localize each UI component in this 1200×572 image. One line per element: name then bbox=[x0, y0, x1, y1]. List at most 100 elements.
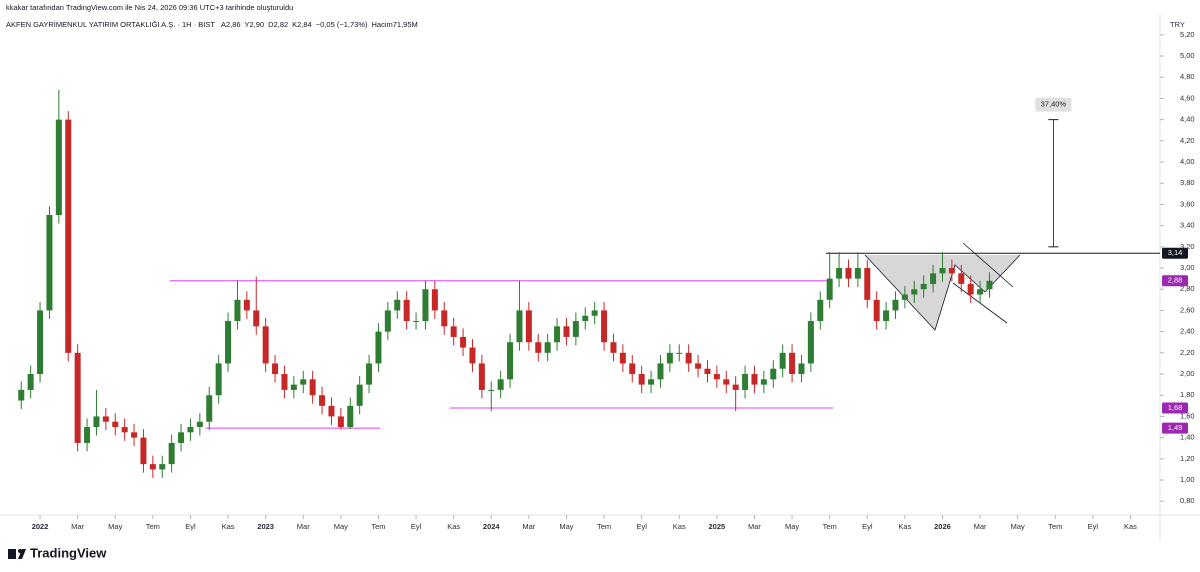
candle-body bbox=[723, 379, 730, 385]
candle-body bbox=[441, 310, 448, 327]
price-badge bbox=[1162, 422, 1188, 434]
candle-body bbox=[225, 321, 232, 364]
candle-body bbox=[535, 342, 542, 353]
x-tick-label: 2025 bbox=[709, 522, 726, 531]
y-tick-label: 2,60 bbox=[1180, 305, 1195, 314]
measure-box bbox=[1035, 97, 1072, 112]
candle-body bbox=[215, 363, 222, 396]
legend-value: Hacim71,95M bbox=[371, 20, 417, 29]
x-tick-label: Tem bbox=[1048, 522, 1062, 531]
candle-body bbox=[450, 326, 457, 337]
y-tick-label: 4,20 bbox=[1180, 136, 1195, 145]
candle-body bbox=[901, 294, 908, 300]
candle-body bbox=[140, 437, 147, 465]
candle-body bbox=[742, 374, 749, 390]
candle-body bbox=[290, 384, 297, 390]
logo: TradingView bbox=[8, 545, 107, 560]
y-tick-label: 4,00 bbox=[1180, 157, 1195, 166]
candle-body bbox=[497, 379, 504, 390]
x-tick-label: Kas bbox=[222, 522, 235, 531]
candle-body bbox=[544, 342, 551, 353]
price-badge bbox=[1162, 275, 1188, 287]
candle-body bbox=[403, 299, 410, 322]
candle-body bbox=[572, 321, 579, 337]
candle-body bbox=[582, 315, 589, 322]
legend-value: K2,84 bbox=[292, 20, 312, 29]
candle-body bbox=[892, 299, 899, 311]
candle-body bbox=[770, 368, 777, 380]
x-tick-label: May bbox=[785, 522, 799, 531]
x-tick-label: Eyl bbox=[185, 522, 196, 531]
x-tick-label: May bbox=[1011, 522, 1025, 531]
candle-body bbox=[789, 352, 796, 375]
y-tick-label: 4,40 bbox=[1180, 115, 1195, 124]
candle-body bbox=[27, 374, 34, 390]
candle-body bbox=[704, 368, 711, 375]
y-tick-label: 5,00 bbox=[1180, 51, 1195, 60]
candle-body bbox=[300, 379, 307, 385]
candle-body bbox=[347, 405, 354, 428]
legend-title: AKFEN GAYRİMENKUL YATIRIM ORTAKLIĞI A.Ş.… bbox=[6, 20, 215, 29]
candle-body bbox=[977, 289, 984, 295]
y-tick-label: 2,80 bbox=[1180, 284, 1195, 293]
candle-body bbox=[657, 363, 664, 380]
candle-body bbox=[234, 299, 241, 322]
candle-body bbox=[516, 310, 523, 343]
candle-body bbox=[967, 283, 974, 295]
candle-body bbox=[55, 119, 62, 216]
candle-body bbox=[319, 395, 326, 406]
x-tick-label: Kas bbox=[898, 522, 911, 531]
y-tick-label: 0,80 bbox=[1180, 496, 1195, 505]
price-badge-label: 3,14 bbox=[1168, 248, 1183, 257]
candle-body bbox=[826, 278, 833, 300]
candle-body bbox=[37, 310, 44, 375]
candle-body bbox=[779, 352, 786, 369]
x-tick-label: Mar bbox=[748, 522, 761, 531]
candle-body bbox=[554, 326, 561, 343]
price-badge bbox=[1162, 402, 1188, 414]
candle-body bbox=[713, 374, 720, 380]
x-tick-label: May bbox=[108, 522, 122, 531]
currency: TRY bbox=[1170, 20, 1185, 29]
candle-body bbox=[196, 421, 203, 428]
x-tick-label: 2026 bbox=[934, 522, 951, 531]
candle-body bbox=[243, 299, 250, 311]
y-tick-label: 3,40 bbox=[1180, 221, 1195, 230]
candle-body bbox=[309, 379, 316, 396]
x-tick-label: Eyl bbox=[1088, 522, 1099, 531]
price-badge-label: 1,68 bbox=[1168, 403, 1183, 412]
x-tick-label: Kas bbox=[447, 522, 460, 531]
candle-body bbox=[168, 442, 175, 465]
candle-body bbox=[911, 289, 918, 295]
y-tick-label: 3,20 bbox=[1180, 242, 1195, 251]
candle-body bbox=[93, 416, 100, 428]
candle-body bbox=[262, 326, 269, 364]
y-tick-label: 1,20 bbox=[1180, 454, 1195, 463]
candle-body bbox=[817, 299, 824, 322]
candle-body bbox=[413, 321, 420, 323]
x-tick-label: Kas bbox=[1124, 522, 1137, 531]
candle-body bbox=[939, 268, 946, 274]
x-tick-label: Kas bbox=[673, 522, 686, 531]
x-tick-label: Mar bbox=[71, 522, 84, 531]
x-tick-label: Mar bbox=[522, 522, 535, 531]
candle-body bbox=[65, 119, 72, 353]
price-badge-label: 1,49 bbox=[1168, 423, 1183, 432]
legend: AKFEN GAYRİMENKUL YATIRIM ORTAKLIĞI A.Ş.… bbox=[6, 20, 418, 29]
pattern-fill bbox=[865, 255, 1020, 330]
price-badge-label: 2,88 bbox=[1168, 276, 1183, 285]
candle-body bbox=[149, 464, 156, 470]
candle-body bbox=[610, 342, 617, 353]
x-tick-label: Tem bbox=[597, 522, 611, 531]
candle-body bbox=[84, 427, 91, 443]
legend-value: D2,82 bbox=[268, 20, 288, 29]
y-tick-label: 2,20 bbox=[1180, 348, 1195, 357]
candle-body bbox=[281, 374, 288, 390]
candle-body bbox=[366, 363, 373, 385]
y-tick-label: 3,80 bbox=[1180, 178, 1195, 187]
candle-body bbox=[873, 299, 880, 322]
legend-value: Y2,90 bbox=[245, 20, 265, 29]
candle-body bbox=[488, 389, 495, 391]
